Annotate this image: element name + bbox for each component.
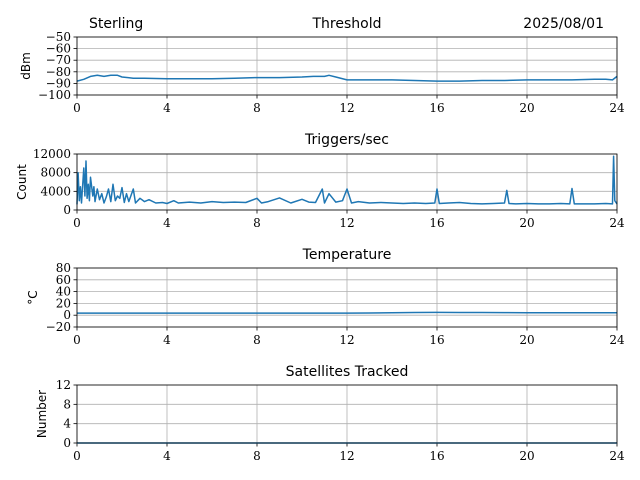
plot-frame	[76, 153, 618, 211]
x-tick-label: 4	[163, 449, 171, 463]
x-tick-label: 4	[163, 101, 171, 115]
chart-panel-1: Threshold dBm 0 4 8 12 16 20 24 −50−60−70−80−90−1…	[19, 16, 625, 115]
y-tick-label: 4000	[40, 184, 71, 198]
x-tick-label: 0	[73, 216, 81, 230]
y-tick-label: 0	[63, 436, 71, 450]
y-tick-label: 4	[63, 417, 71, 431]
x-tick-label: 12	[339, 101, 354, 115]
chart-panels: Threshold dBm 0 4 8 12 16 20 24 −50−60−70−80−90−1…	[15, 16, 625, 463]
x-tick-label: 20	[519, 333, 534, 347]
y-axis-label: Number	[35, 390, 49, 438]
x-tick-label: 20	[519, 449, 534, 463]
x-tick-label: 8	[253, 333, 261, 347]
y-tick-label: 20	[56, 296, 71, 310]
x-tick-label: 20	[519, 216, 534, 230]
chart-title: Satellites Tracked	[286, 364, 409, 380]
x-tick-label: 16	[429, 449, 444, 463]
x-tick-label: 24	[609, 449, 625, 463]
y-tick-label: 0	[63, 203, 71, 217]
y-tick-label: −100	[38, 88, 71, 102]
x-tick-label: 8	[253, 449, 261, 463]
x-tick-label: 24	[609, 101, 625, 115]
chart-panel-4: Satellites Tracked Number 0 4 8 12 16 20 24 12 8 4 0	[35, 364, 625, 463]
y-tick-label: −80	[46, 65, 71, 79]
x-tick-label: 24	[609, 333, 625, 347]
y-tick-label: 8	[63, 397, 71, 411]
x-tick-label: 16	[429, 216, 444, 230]
y-tick-label: −90	[46, 76, 71, 90]
station-name: Sterling	[89, 16, 143, 32]
y-axis-label: dBm	[19, 52, 33, 80]
y-tick-label: −20	[46, 320, 71, 334]
x-tick-label: 0	[73, 101, 81, 115]
x-tick-label: 8	[253, 101, 261, 115]
date-label: 2025/08/01	[523, 16, 604, 32]
y-tick-label: 12000	[33, 147, 71, 161]
y-tick-label: 80	[56, 261, 71, 275]
data-line	[77, 311, 617, 314]
y-tick-label: −70	[46, 53, 71, 67]
data-line	[76, 155, 618, 205]
x-tick-label: 12	[339, 333, 354, 347]
chart-panel-2: Triggers/sec Count 0 4 8 12 16 20 24 12000 8000 400…	[15, 132, 625, 230]
y-tick-label: 8000	[40, 166, 71, 180]
plot-frame	[76, 384, 618, 444]
x-tick-label: 24	[609, 216, 625, 230]
y-tick-label: 0	[63, 308, 71, 322]
y-tick-label: 60	[56, 273, 71, 287]
y-tick-label: 40	[56, 285, 71, 299]
x-tick-label: 0	[73, 333, 81, 347]
plot-frame	[76, 267, 618, 328]
chart-title: Threshold	[312, 16, 382, 32]
x-tick-label: 4	[163, 333, 171, 347]
chart-title: Triggers/sec	[304, 132, 389, 148]
x-tick-label: 0	[73, 449, 81, 463]
y-axis-label: °C	[26, 290, 40, 304]
y-axis-label: Count	[15, 164, 29, 200]
x-tick-label: 12	[339, 216, 354, 230]
x-tick-label: 4	[163, 216, 171, 230]
x-tick-label: 20	[519, 101, 534, 115]
x-tick-label: 16	[429, 101, 444, 115]
x-tick-label: 12	[339, 449, 354, 463]
x-tick-label: 8	[253, 216, 261, 230]
y-tick-label: −60	[46, 42, 71, 56]
x-tick-label: 16	[429, 333, 444, 347]
y-tick-label: 12	[56, 378, 71, 392]
y-tick-label: −50	[46, 30, 71, 44]
data-line	[76, 74, 618, 82]
chart-title: Temperature	[302, 247, 392, 263]
plot-frame	[76, 36, 618, 96]
